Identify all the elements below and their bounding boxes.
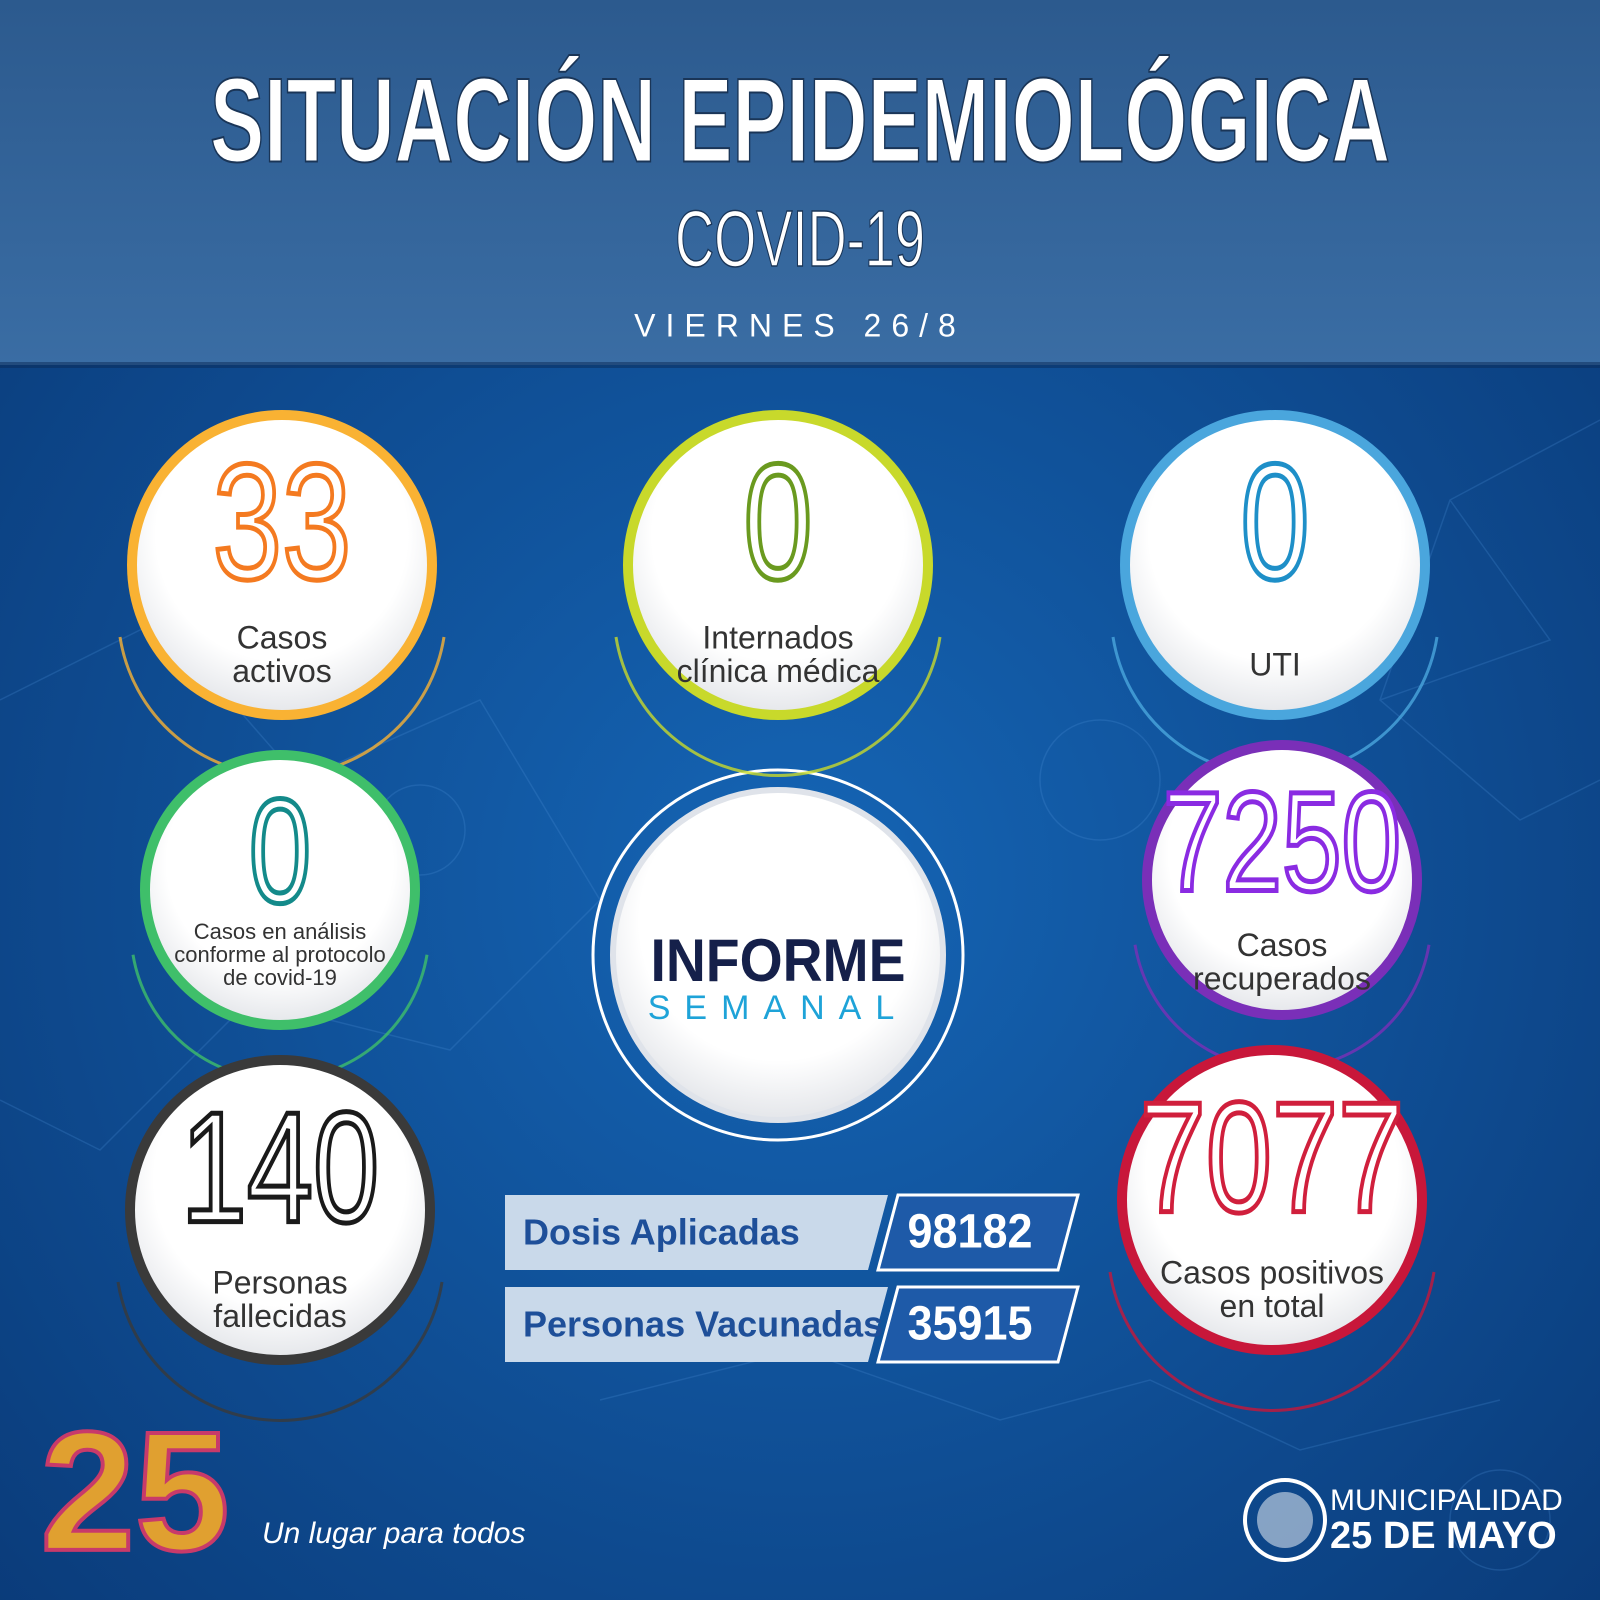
circle-value: 33: [213, 430, 352, 614]
vaccine-value-box: [876, 1285, 1080, 1364]
circle-value: 7250: [1163, 763, 1401, 921]
circle-disc: [623, 410, 933, 720]
circle-label: UTI: [1249, 646, 1301, 682]
circle-label: de covid-19: [223, 965, 337, 990]
circle-disc: [1142, 740, 1422, 1020]
circle-arc: [116, 1281, 444, 1422]
footer: 25 Un lugar para todos MUNICIPALIDAD 25 …: [38, 1395, 1563, 1589]
circle-label: Casos: [237, 619, 328, 655]
vaccine-value-box: [876, 1193, 1080, 1272]
org-top: MUNICIPALIDAD: [1330, 1484, 1563, 1517]
vaccine-value: 35915: [908, 1298, 1033, 1351]
circle-label: Personas: [212, 1264, 347, 1300]
circle-label: en total: [1220, 1288, 1325, 1324]
circle-value: 7077: [1140, 1070, 1405, 1246]
badge-subtitle: SEMANAL: [648, 989, 909, 1027]
circle-label: recuperados: [1193, 961, 1371, 997]
circle-disc: [125, 1055, 435, 1365]
circle-value: 0: [1240, 430, 1309, 614]
vaccine-label: Personas Vacunadas: [523, 1304, 883, 1345]
title: SITUACIÓN EPIDEMIOLÓGICA: [210, 54, 1390, 188]
circle-disc: [140, 750, 420, 1030]
circle-value: 140: [181, 1080, 379, 1256]
header-shadow: [0, 362, 1600, 368]
circle-label: conforme al protocolo: [174, 942, 386, 967]
date: VIERNES 26/8: [634, 307, 966, 343]
badge: INFORME SEMANAL: [591, 768, 965, 1142]
logo-25: 25: [40, 1397, 229, 1587]
header-band: [0, 0, 1600, 365]
circle-value: 0: [743, 430, 812, 614]
circle-arc: [1108, 1271, 1436, 1412]
vaccine-label: Dosis Aplicadas: [523, 1212, 800, 1253]
seal: [1243, 1478, 1327, 1562]
circle-disc: [127, 410, 437, 720]
slogan: Un lugar para todos: [262, 1517, 526, 1550]
badge-disc: [610, 787, 946, 1123]
badge-title: INFORME: [651, 927, 906, 994]
circle-label: clínica médica: [677, 653, 880, 689]
circle-label: Casos positivos: [1160, 1254, 1384, 1290]
vaccine-label-box: [505, 1287, 888, 1362]
circle-label: fallecidas: [213, 1298, 346, 1334]
circle-disc: [1120, 410, 1430, 720]
circle-label: Casos: [1237, 927, 1328, 963]
org-bottom: 25 DE MAYO: [1330, 1515, 1557, 1557]
circle-value: 0: [249, 769, 311, 934]
vaccine-label-box: [505, 1195, 888, 1270]
circle-arc: [614, 636, 942, 777]
vaccine-value: 98182: [908, 1206, 1033, 1259]
circle-disc: [1117, 1045, 1427, 1355]
badge-outer-ring: [591, 768, 965, 1142]
subtitle: COVID-19: [675, 194, 925, 283]
circle-label: Internados: [702, 619, 853, 655]
circle-label: activos: [232, 653, 332, 689]
seal-inner: [1257, 1492, 1313, 1548]
circle-label: Casos en análisis: [194, 919, 366, 944]
